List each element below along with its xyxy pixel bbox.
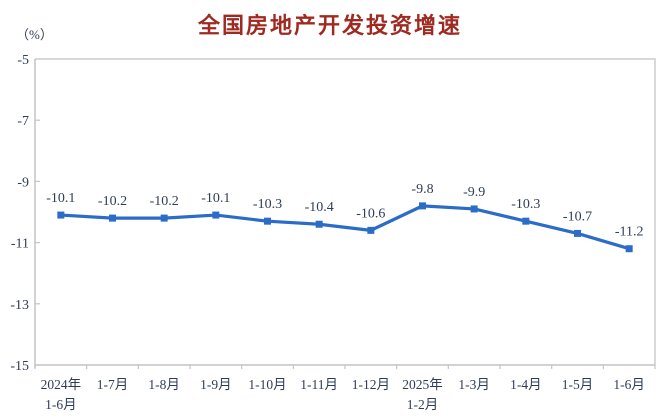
data-line <box>59 204 631 251</box>
data-point-marker <box>212 211 220 219</box>
data-point-marker <box>109 214 116 222</box>
x-axis-tick-label: 1-8月 <box>148 377 180 392</box>
data-point-marker <box>367 226 375 234</box>
data-point-marker <box>574 229 581 237</box>
x-axis-tick-label: 1-5月 <box>562 377 594 392</box>
data-point-marker <box>625 245 633 253</box>
data-point-label: -10.1 <box>46 191 75 206</box>
x-axis-tick-label: 1-2月 <box>407 397 439 412</box>
x-axis-tick-label: 2025年 <box>402 377 443 392</box>
x-axis-tick-label: 1-12月 <box>352 377 390 392</box>
chart-title: 全国房地产开发投资增速 <box>197 13 462 38</box>
y-axis-unit-label: （%） <box>16 27 53 42</box>
y-axis-tick-label: -7 <box>17 114 29 129</box>
data-point-marker <box>522 217 530 225</box>
x-axis-tick-label: 1-4月 <box>510 377 542 392</box>
x-axis-tick-label: 1-9月 <box>200 377 232 392</box>
data-point-label: -9.9 <box>463 185 485 200</box>
x-axis-tick-label: 1-11月 <box>300 377 338 392</box>
data-point-marker <box>160 214 168 222</box>
x-axis-tick-label: 1-7月 <box>97 377 129 392</box>
data-point-label: -10.1 <box>201 191 230 206</box>
data-point-label: -10.3 <box>511 197 540 212</box>
data-point-label: -10.4 <box>305 200 334 215</box>
data-point-label: -10.7 <box>563 209 592 224</box>
data-point-marker <box>264 217 271 225</box>
y-axis-tick-label: -11 <box>11 237 29 252</box>
x-axis-tick-label: 1-6月 <box>613 377 645 392</box>
data-point-label: -9.8 <box>411 182 433 197</box>
data-point-label: -11.2 <box>615 225 644 240</box>
y-axis-tick-label: -13 <box>10 298 29 313</box>
data-point-marker <box>419 202 426 210</box>
data-point-label: -10.3 <box>253 197 282 212</box>
data-point-marker <box>470 205 478 213</box>
data-point-marker <box>315 220 323 228</box>
data-point-label: -10.2 <box>150 194 179 209</box>
data-point-label: -10.2 <box>98 194 127 209</box>
x-axis-tick-label: 2024年 <box>41 377 82 392</box>
data-point-label: -10.6 <box>356 206 385 221</box>
y-axis-tick-label: -5 <box>17 53 29 68</box>
data-point-marker <box>57 211 65 219</box>
y-axis-tick-label: -15 <box>10 359 29 374</box>
x-axis-tick-label: 1-3月 <box>458 377 490 392</box>
x-axis-tick-label: 1-10月 <box>248 377 286 392</box>
plot-border <box>35 58 656 365</box>
x-axis-tick-label: 1-6月 <box>45 397 77 412</box>
y-axis-tick-label: -9 <box>17 175 29 190</box>
